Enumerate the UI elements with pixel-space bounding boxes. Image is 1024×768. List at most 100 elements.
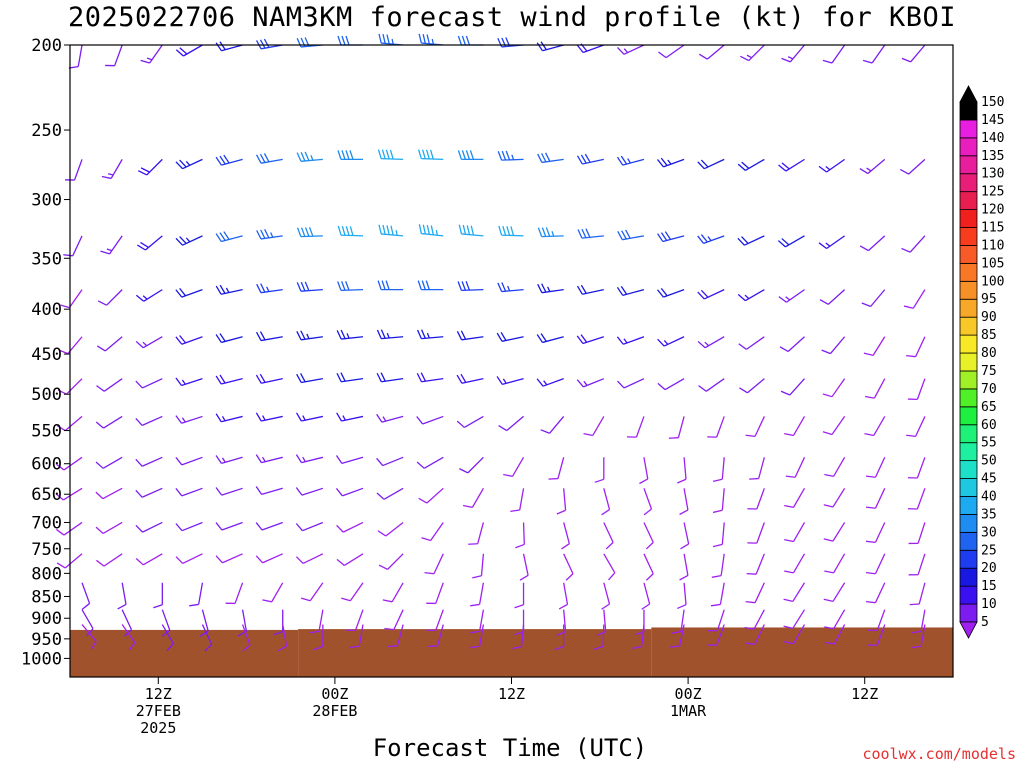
colorbar-label: 45: [981, 472, 997, 487]
y-tick-label: 250: [31, 121, 62, 141]
wind-barb: [65, 159, 83, 181]
barb-flag: [345, 281, 350, 291]
barb-flag: [465, 35, 471, 46]
barb-half-flag: [704, 341, 710, 347]
barb-staff: [480, 553, 485, 576]
barb-staff: [102, 456, 123, 469]
barb-flag: [426, 34, 430, 44]
wind-barb: [457, 150, 484, 161]
barb-half-flag: [146, 57, 153, 61]
barb-flag: [503, 473, 513, 477]
wind-barb: [377, 149, 404, 161]
wind-barb: [296, 373, 323, 384]
barb-flag: [416, 329, 422, 339]
barb-flag: [140, 59, 150, 64]
wind-barb: [784, 522, 806, 543]
wind-barb: [867, 609, 886, 632]
barb-staff: [683, 582, 687, 605]
y-tick-label: 400: [31, 300, 62, 320]
barb-staff: [146, 158, 163, 176]
barb-flag: [215, 156, 222, 166]
wind-barb: [496, 376, 524, 385]
barb-staff: [181, 521, 203, 532]
barb-staff: [592, 416, 605, 436]
wind-barb: [255, 521, 283, 531]
barb-flag: [617, 380, 625, 389]
barb-flag: [215, 42, 222, 52]
wind-barb: [215, 521, 243, 531]
barb-flag: [260, 229, 266, 239]
barb-staff: [422, 415, 444, 425]
barb-staff: [829, 336, 846, 355]
barb-staff: [241, 624, 251, 646]
barb-staff: [142, 553, 163, 566]
barb-flag: [300, 281, 306, 292]
wind-barb: [899, 158, 926, 175]
barb-staff: [68, 289, 83, 309]
barb-flag: [420, 372, 427, 382]
barb-flag: [823, 598, 834, 603]
wind-barb: [255, 454, 283, 464]
barb-flag: [175, 289, 183, 298]
wind-barb: [153, 582, 163, 609]
barb-flag: [906, 354, 916, 358]
barb-flag: [385, 280, 390, 290]
barb-staff: [641, 624, 645, 647]
barb-flag: [584, 153, 591, 163]
barb-flag: [865, 572, 876, 575]
colorbar-label: 25: [981, 543, 997, 558]
wind-barb: [135, 553, 163, 566]
barb-flag: [565, 573, 574, 581]
barb-staff: [77, 44, 83, 67]
colorbar-label: 120: [981, 203, 1004, 218]
wind-barb: [907, 378, 926, 400]
colorbar-label: 85: [981, 328, 997, 343]
wind-barb: [658, 44, 685, 59]
barb-staff: [643, 488, 653, 510]
wind-barb: [563, 553, 574, 581]
barb-flag: [616, 156, 624, 166]
barb-flag: [458, 224, 463, 235]
barb-flag: [242, 644, 251, 652]
wind-barb: [255, 412, 283, 422]
barb-flag: [81, 602, 90, 610]
wind-barb: [747, 488, 765, 510]
barb-flag: [657, 289, 664, 298]
barb-flag: [781, 238, 790, 246]
colorbar-cell: [959, 478, 978, 497]
wind-barb: [823, 487, 846, 508]
wind-barb: [101, 159, 123, 180]
barb-flag: [497, 151, 503, 161]
barb-flag: [386, 34, 390, 44]
barb-flag: [596, 631, 606, 636]
wind-barb: [215, 154, 243, 166]
barb-staff: [181, 378, 203, 387]
wind-barb: [616, 336, 645, 345]
wind-barb: [137, 235, 163, 251]
x-tick-label: 27FEB: [136, 702, 181, 720]
wind-barb: [496, 331, 524, 342]
colorbar-cell: [959, 101, 978, 121]
barb-staff: [471, 487, 484, 508]
wind-barb: [643, 488, 653, 516]
barb-flag: [264, 229, 270, 239]
barb-flag: [349, 150, 354, 160]
plot-frame: [69, 44, 954, 678]
barb-flag: [457, 35, 463, 46]
barb-flag: [585, 228, 591, 238]
barb-staff: [603, 553, 616, 574]
colorbar-cell: [959, 549, 978, 569]
wind-barb: [295, 521, 324, 532]
barb-staff: [643, 457, 649, 480]
wind-barb: [824, 456, 846, 477]
barb-flag: [617, 231, 623, 240]
wind-barb: [377, 280, 404, 291]
barb-flag: [470, 603, 480, 607]
barb-flag: [541, 227, 547, 237]
barb-half-flag: [627, 158, 631, 164]
barb-staff: [506, 415, 524, 432]
wind-barb: [96, 378, 123, 392]
wind-barb: [671, 609, 685, 634]
barb-staff: [703, 235, 725, 244]
